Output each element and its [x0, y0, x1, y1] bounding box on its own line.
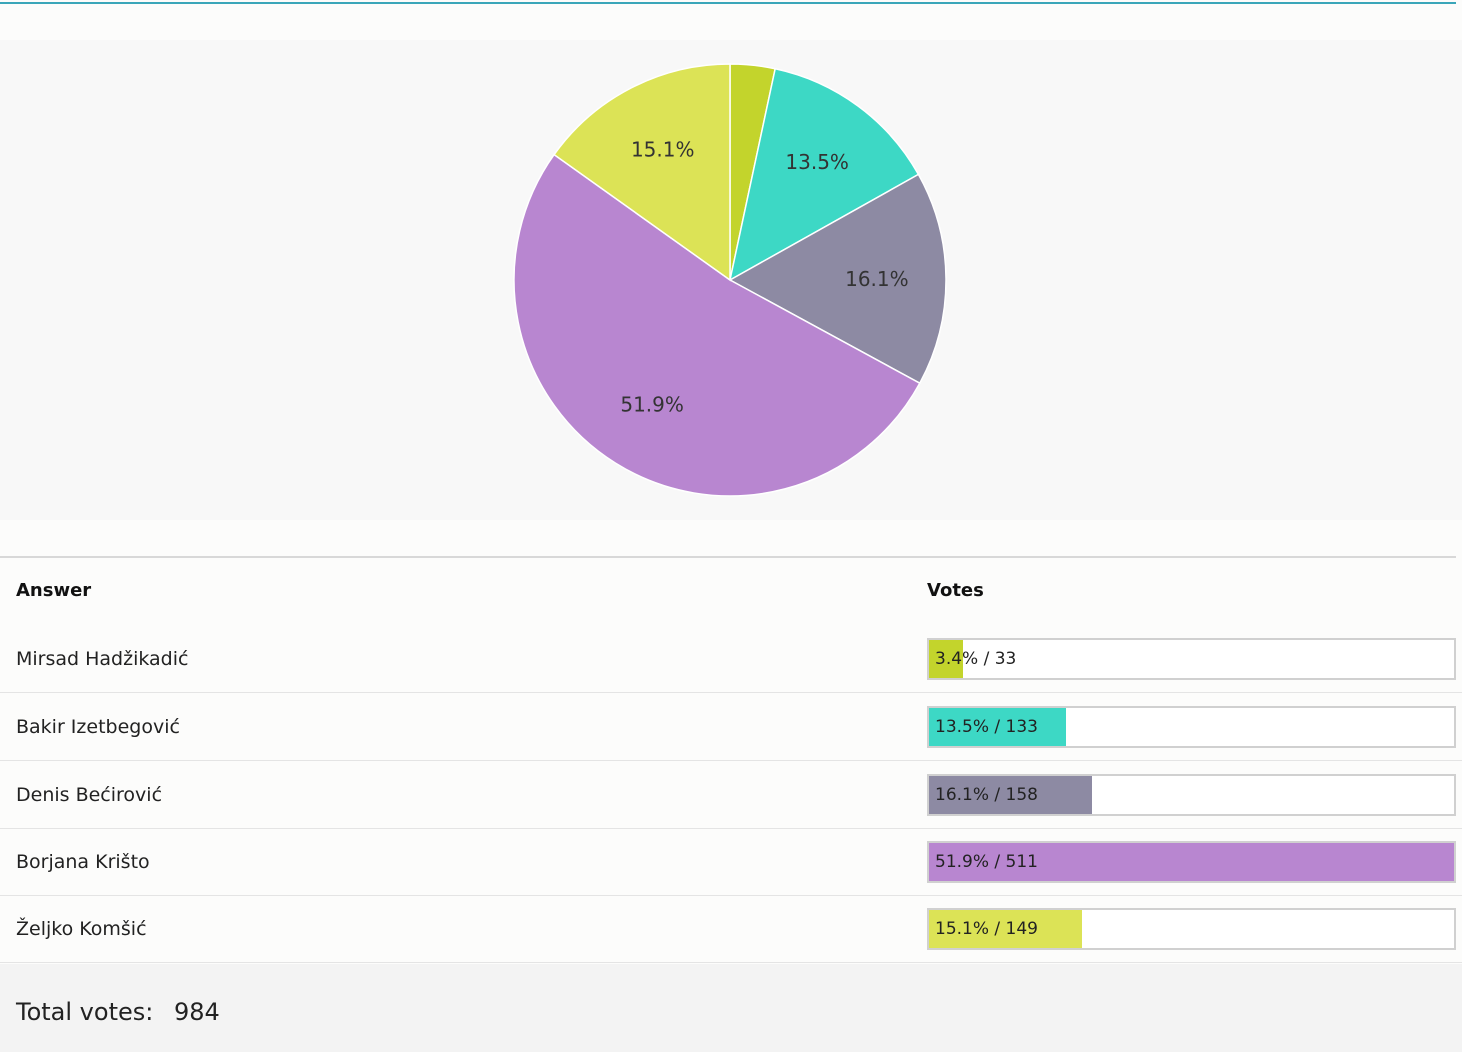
- total-votes-value: 984: [174, 998, 220, 1026]
- answer-label: Bakir Izetbegović: [16, 716, 180, 738]
- pie-slice-label: 16.1%: [845, 267, 909, 291]
- table-divider: [0, 556, 1456, 558]
- answer-label: Denis Bećirović: [16, 784, 163, 806]
- total-votes-footer: Total votes: 984: [0, 964, 1462, 1052]
- total-votes-label: Total votes:: [16, 998, 154, 1026]
- answer-label: Borjana Krišto: [16, 851, 150, 873]
- vote-bar: 51.9% / 511: [927, 841, 1456, 883]
- vote-bar-text: 16.1% / 158: [935, 785, 1038, 805]
- answer-label: Mirsad Hadžikadić: [16, 648, 189, 670]
- table-row: Mirsad Hadžikadić 3.4% / 33: [0, 625, 1462, 693]
- pie-chart-panel: 13.5% 16.1% 51.9% 15.1%: [0, 40, 1462, 520]
- vote-bar: 16.1% / 158: [927, 774, 1456, 816]
- table-row: Denis Bećirović 16.1% / 158: [0, 761, 1462, 829]
- pie-slice: [553, 63, 731, 282]
- vote-bar: 15.1% / 149: [927, 908, 1456, 950]
- pie-slice-label: 13.5%: [785, 150, 849, 174]
- vote-bar-fill: [929, 910, 1082, 948]
- vote-bar: 3.4% / 33: [927, 638, 1456, 680]
- pie-slice: [513, 153, 921, 497]
- table-row: Bakir Izetbegović 13.5% / 133: [0, 693, 1462, 761]
- vote-bar-fill: [929, 640, 964, 678]
- vote-bar: 13.5% / 133: [927, 706, 1456, 748]
- votes-column-header: Votes: [927, 580, 984, 601]
- top-accent-rule: [0, 2, 1456, 4]
- vote-bar-text: 51.9% / 511: [935, 852, 1038, 872]
- table-row: Borjana Krišto 51.9% / 511: [0, 828, 1462, 896]
- answer-label: Željko Komšić: [16, 918, 147, 940]
- table-row: Željko Komšić 15.1% / 149: [0, 895, 1462, 963]
- vote-bar-text: 15.1% / 149: [935, 919, 1038, 939]
- pie-slice: [728, 173, 947, 385]
- pie-chart: 13.5% 16.1% 51.9% 15.1%: [513, 63, 947, 497]
- pie-slice-label: 51.9%: [620, 393, 684, 417]
- vote-bar-text: 13.5% / 133: [935, 717, 1038, 737]
- answer-column-header: Answer: [16, 580, 92, 601]
- vote-bar-text: 3.4% / 33: [935, 649, 1017, 669]
- vote-bar-fill: [929, 708, 1066, 746]
- vote-bar-fill: [929, 776, 1092, 814]
- pie-slice: [728, 67, 920, 282]
- pie-slice-label: 15.1%: [631, 137, 695, 161]
- vote-bar-fill: [929, 843, 1454, 881]
